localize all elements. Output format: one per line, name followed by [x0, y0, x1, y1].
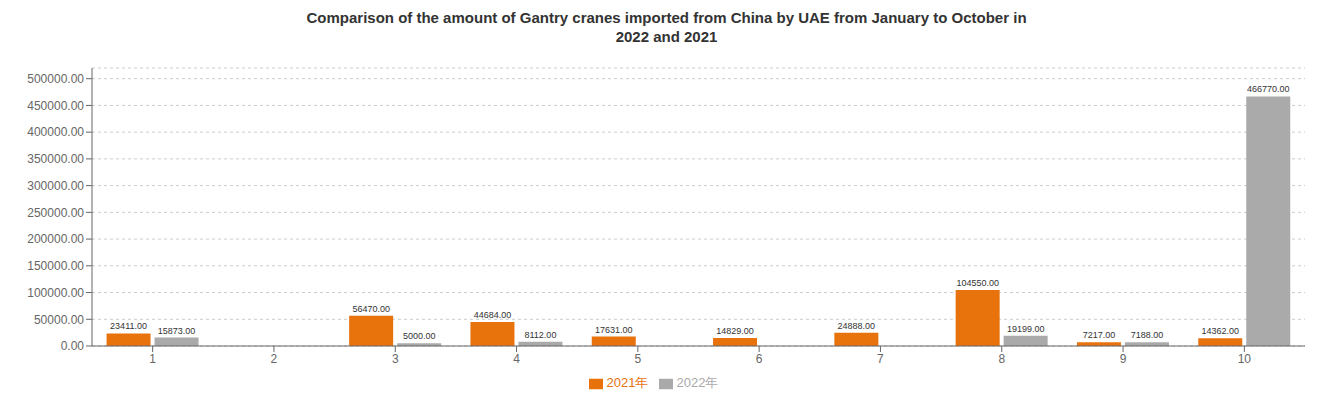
html-text:2022年: 2022年	[676, 375, 719, 390]
svg-text:350000.00: 350000.00	[27, 152, 84, 166]
svg-text:8: 8	[998, 352, 1005, 366]
svg-text:7188.00: 7188.00	[1131, 330, 1164, 340]
svg-text:1: 1	[149, 352, 156, 366]
svg-text:10: 10	[1238, 352, 1252, 366]
svg-text:150000.00: 150000.00	[27, 259, 84, 273]
html-text:2022 and 2021: 2022 and 2021	[615, 28, 718, 45]
svg-text:5000.00: 5000.00	[403, 331, 436, 341]
svg-text:500000.00: 500000.00	[27, 72, 84, 86]
svg-text:50000.00: 50000.00	[34, 313, 84, 327]
svg-text:300000.00: 300000.00	[27, 179, 84, 193]
svg-text:44684.00: 44684.00	[474, 310, 512, 320]
svg-text:2: 2	[271, 352, 278, 366]
svg-text:400000.00: 400000.00	[27, 125, 84, 139]
svg-text:200000.00: 200000.00	[27, 232, 84, 246]
svg-text:250000.00: 250000.00	[27, 206, 84, 220]
svg-text:104550.00: 104550.00	[956, 278, 999, 288]
svg-text:24888.00: 24888.00	[838, 321, 876, 331]
svg-text:14362.00: 14362.00	[1201, 326, 1239, 336]
svg-text:15873.00: 15873.00	[158, 326, 196, 336]
svg-text:8112.00: 8112.00	[525, 330, 557, 340]
html-text:2021年: 2021年	[606, 375, 649, 390]
svg-text:3: 3	[392, 352, 399, 366]
svg-text:14829.00: 14829.00	[716, 326, 754, 336]
svg-text:23411.00: 23411.00	[110, 321, 147, 331]
svg-text:466770.00: 466770.00	[1247, 84, 1290, 94]
html-text:Comparison of the amount of Ga: Comparison of the amount of Gantry crane…	[306, 9, 1027, 26]
svg-text:9: 9	[1120, 352, 1127, 366]
svg-text:17631.00: 17631.00	[595, 325, 633, 335]
svg-text:450000.00: 450000.00	[27, 99, 84, 113]
svg-text:56470.00: 56470.00	[352, 304, 390, 314]
svg-text:0.00: 0.00	[61, 339, 85, 353]
svg-text:5: 5	[635, 352, 642, 366]
svg-text:7217.00: 7217.00	[1083, 330, 1116, 340]
svg-text:4: 4	[513, 352, 520, 366]
svg-text:6: 6	[756, 352, 763, 366]
svg-text:19199.00: 19199.00	[1007, 324, 1045, 334]
svg-text:100000.00: 100000.00	[27, 286, 84, 300]
svg-text:7: 7	[877, 352, 884, 366]
